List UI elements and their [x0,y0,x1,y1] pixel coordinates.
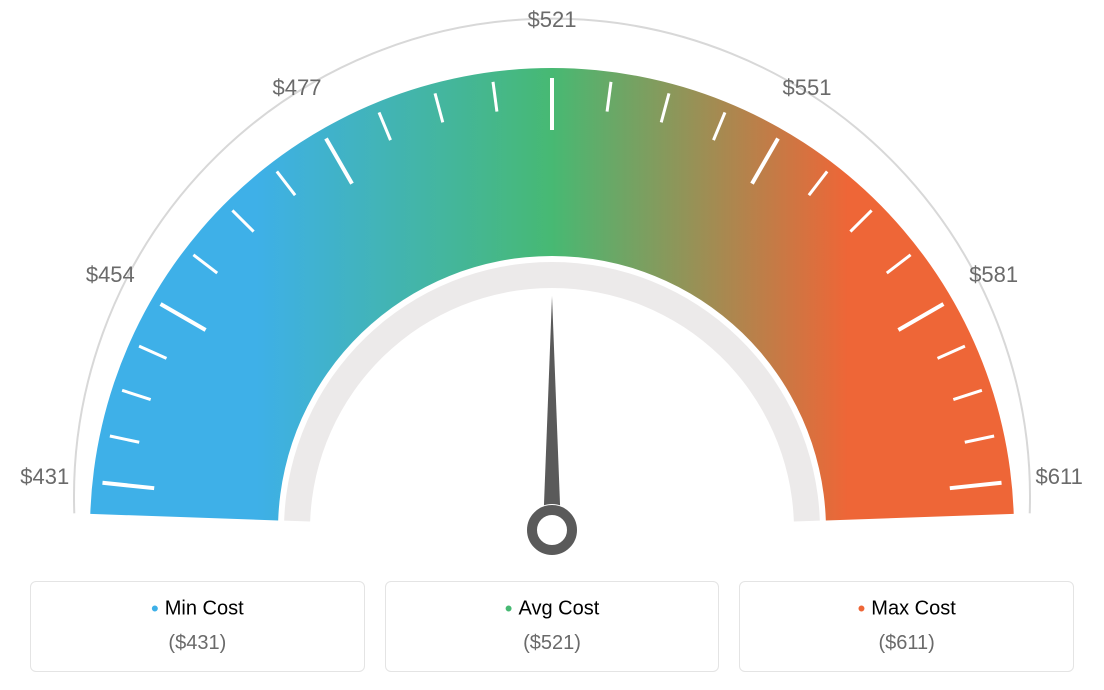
legend-min: • Min Cost ($431) [30,581,365,672]
gauge-tick-label: $581 [969,262,1018,288]
legend-max: •Max Cost ($611) [739,581,1074,672]
legend-dot-icon: • [858,596,866,621]
gauge-tick-label: $431 [20,464,69,490]
legend-avg-label: Avg Cost [518,597,599,619]
gauge-tick-label: $454 [86,262,135,288]
legend-max-value: ($611) [750,632,1063,655]
legend-max-label: Max Cost [871,597,955,619]
gauge-tick-label: $521 [528,7,577,33]
cost-gauge: $431 $454 $477 $521 $551 $581 $611 [0,0,1104,560]
legend-min-title: • Min Cost [41,596,354,622]
legend-dot-icon: • [505,596,513,621]
gauge-tick-label: $551 [783,75,832,101]
legend-dot-icon: • [151,596,159,621]
legend-row: •Min Cost ($431) •Avg Cost ($521) •Max C… [0,581,1104,672]
legend-avg-value: ($521) [396,632,709,655]
legend-avg: •Avg Cost ($521) [385,581,720,672]
legend-max-title: •Max Cost [750,596,1063,622]
legend-min-label: Min Cost [165,597,244,619]
gauge-tick-label: $611 [1036,464,1083,490]
legend-min-value: ($431) [41,632,354,655]
gauge-svg [0,0,1104,560]
gauge-tick-label: $477 [273,75,322,101]
legend-avg-title: •Avg Cost [396,596,709,622]
